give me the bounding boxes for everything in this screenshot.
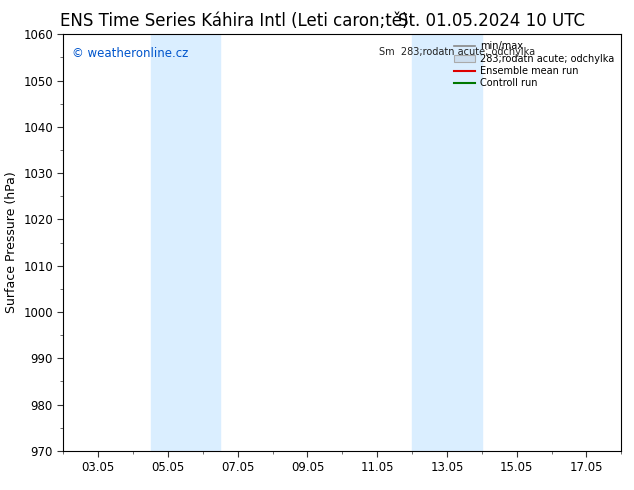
Y-axis label: Surface Pressure (hPa): Surface Pressure (hPa)	[4, 172, 18, 314]
Text: St. 01.05.2024 10 UTC: St. 01.05.2024 10 UTC	[398, 12, 585, 30]
Text: Sm  283;rodatn acute; odchylka: Sm 283;rodatn acute; odchylka	[378, 47, 534, 57]
Bar	[150, 34, 221, 451]
Bar	[412, 34, 482, 451]
Legend: min/max, 283;rodatn acute; odchylka, Ensemble mean run, Controll run: min/max, 283;rodatn acute; odchylka, Ens…	[450, 37, 618, 92]
Text: © weatheronline.cz: © weatheronline.cz	[72, 47, 188, 60]
Text: ENS Time Series Káhira Intl (Leti caron;tě): ENS Time Series Káhira Intl (Leti caron;…	[60, 12, 409, 30]
